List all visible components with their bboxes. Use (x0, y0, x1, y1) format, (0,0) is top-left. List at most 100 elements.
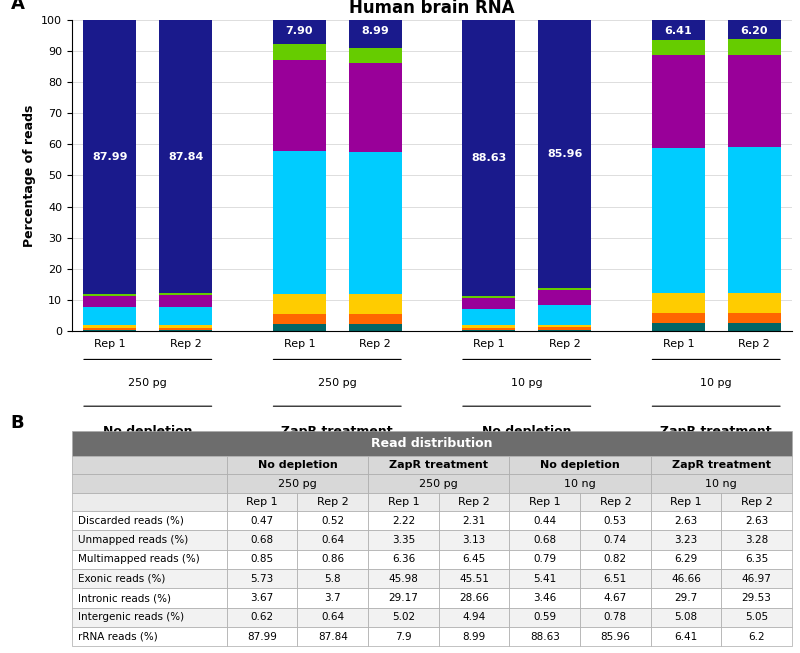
Bar (462, 296, 515, 298)
Text: 0.79: 0.79 (533, 554, 556, 564)
Text: Multimapped reads (%): Multimapped reads (%) (78, 554, 199, 564)
Bar (273, 20, 326, 44)
Text: 10 pg: 10 pg (511, 378, 542, 388)
Text: 0.62: 0.62 (250, 613, 274, 622)
Bar (227, 475, 368, 493)
Bar (462, 308, 515, 325)
Bar (298, 569, 368, 588)
Bar (349, 295, 402, 314)
Bar (83, 325, 137, 328)
Text: 2.22: 2.22 (392, 516, 415, 526)
Text: ZapR treatment: ZapR treatment (672, 460, 771, 470)
Text: 4.67: 4.67 (604, 593, 627, 603)
Text: ZapR treatment: ZapR treatment (390, 460, 488, 470)
Text: 250 pg: 250 pg (419, 479, 458, 488)
Bar (72, 569, 227, 588)
Bar (349, 63, 402, 152)
Text: 5.08: 5.08 (674, 613, 698, 622)
Text: 5.41: 5.41 (533, 574, 556, 584)
Bar (727, 39, 781, 55)
Bar (72, 475, 227, 493)
Text: 6.2: 6.2 (748, 632, 765, 642)
Text: No depletion: No depletion (482, 425, 571, 438)
Bar (227, 550, 298, 569)
Text: 0.44: 0.44 (533, 516, 556, 526)
Bar (580, 608, 650, 627)
Bar (438, 608, 510, 627)
Bar (727, 147, 781, 293)
Bar (510, 530, 580, 550)
Bar (72, 493, 227, 511)
Bar (722, 550, 792, 569)
Text: 6.45: 6.45 (462, 554, 486, 564)
Bar (510, 511, 580, 530)
Text: Rep 2: Rep 2 (741, 497, 773, 507)
Bar (462, 298, 515, 308)
Bar (72, 627, 227, 646)
Text: 0.86: 0.86 (322, 554, 344, 564)
Text: 85.96: 85.96 (547, 149, 582, 159)
Bar (650, 627, 722, 646)
Text: Rep 1: Rep 1 (388, 497, 419, 507)
Bar (83, 308, 137, 325)
Text: 3.28: 3.28 (745, 535, 768, 545)
Bar (652, 56, 705, 148)
Bar (438, 511, 510, 530)
Bar (298, 493, 368, 511)
Bar (72, 511, 227, 530)
Bar (72, 432, 792, 456)
Bar (368, 569, 438, 588)
Text: Discarded reads (%): Discarded reads (%) (78, 516, 184, 526)
Text: Intergenic reads (%): Intergenic reads (%) (78, 613, 184, 622)
Bar (538, 330, 591, 331)
Bar (652, 20, 705, 40)
Bar (438, 493, 510, 511)
Bar (727, 20, 781, 39)
Text: 87.99: 87.99 (92, 151, 128, 162)
Text: No depletion: No depletion (540, 460, 620, 470)
Text: 3.67: 3.67 (250, 593, 274, 603)
Text: 87.84: 87.84 (318, 632, 348, 642)
Text: 4.94: 4.94 (462, 613, 486, 622)
Bar (298, 511, 368, 530)
Bar (227, 493, 298, 511)
Bar (349, 314, 402, 324)
Text: 3.23: 3.23 (674, 535, 698, 545)
Bar (650, 608, 722, 627)
Bar (722, 493, 792, 511)
Text: 6.41: 6.41 (665, 25, 692, 35)
Text: 2.63: 2.63 (674, 516, 698, 526)
Text: 5.73: 5.73 (250, 574, 274, 584)
Bar (538, 20, 591, 287)
Text: Rep 1: Rep 1 (670, 497, 702, 507)
Text: 0.59: 0.59 (533, 613, 556, 622)
Bar (349, 20, 402, 48)
Bar (438, 588, 510, 608)
Text: Exonic reads (%): Exonic reads (%) (78, 574, 165, 584)
Bar (227, 511, 298, 530)
Text: 5.8: 5.8 (325, 574, 341, 584)
Bar (438, 530, 510, 550)
Text: 0.74: 0.74 (604, 535, 627, 545)
Text: 10 ng: 10 ng (564, 479, 596, 488)
Text: 7.9: 7.9 (395, 632, 412, 642)
Bar (580, 627, 650, 646)
Bar (368, 608, 438, 627)
Bar (727, 293, 781, 313)
Bar (227, 530, 298, 550)
Text: 3.13: 3.13 (462, 535, 486, 545)
Text: A: A (10, 0, 25, 13)
Bar (72, 550, 227, 569)
Bar (438, 550, 510, 569)
Bar (349, 324, 402, 331)
Bar (273, 60, 326, 151)
Bar (650, 530, 722, 550)
Bar (298, 588, 368, 608)
Bar (368, 627, 438, 646)
Bar (650, 569, 722, 588)
Text: 29.7: 29.7 (674, 593, 698, 603)
Bar (727, 313, 781, 323)
Text: 87.84: 87.84 (168, 151, 203, 161)
Bar (510, 588, 580, 608)
Text: 0.53: 0.53 (604, 516, 627, 526)
